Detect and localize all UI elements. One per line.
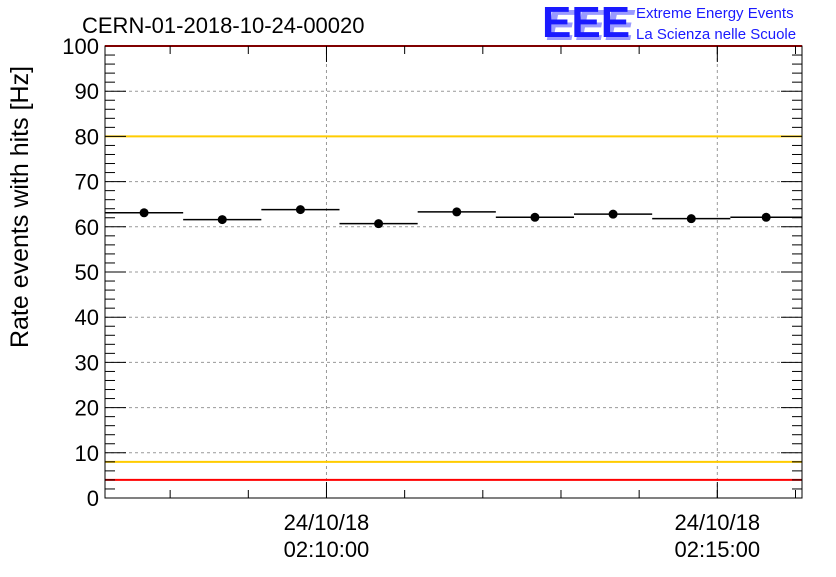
y-tick-label: 10	[75, 441, 99, 466]
data-point	[452, 207, 462, 217]
y-tick-label: 20	[75, 396, 99, 421]
plot-frame	[104, 45, 803, 499]
y-tick-label: 90	[75, 79, 99, 104]
y-tick-label: 70	[75, 170, 99, 195]
eee-logo: EEE EEE Extreme Energy Events La Scienza…	[542, 0, 796, 50]
data-point	[217, 215, 227, 225]
grid	[105, 46, 802, 498]
eee-logo-mark: EEE	[542, 0, 630, 47]
y-axis: 0 10 20 30 40 50 60 70 80 90 100	[62, 34, 802, 511]
y-tick-label: 50	[75, 260, 99, 285]
y-tick-label: 80	[75, 124, 99, 149]
y-tick-label: 30	[75, 350, 99, 375]
x-tick-date-label: 24/10/18	[284, 510, 370, 535]
y-tick-label: 100	[62, 34, 99, 59]
eee-logo-line2: La Scienza nelle Scuole	[636, 26, 796, 43]
data-point	[608, 209, 618, 219]
y-axis-label: Rate events with hits [Hz]	[6, 66, 34, 348]
data-point	[139, 208, 149, 218]
reference-lines	[105, 45, 802, 481]
data-point	[686, 214, 696, 224]
data-points	[105, 205, 802, 229]
eee-logo-shadow: EEE	[546, 1, 636, 50]
y-tick-label: 60	[75, 215, 99, 240]
data-point	[374, 219, 384, 229]
data-point	[761, 212, 771, 222]
y-tick-label: 0	[87, 486, 99, 511]
x-tick-date-label: 24/10/18	[674, 510, 760, 535]
x-tick-time-label: 02:15:00	[674, 537, 760, 562]
x-tick-time-label: 02:10:00	[284, 537, 370, 562]
chart-title: CERN-01-2018-10-24-00020	[82, 13, 365, 38]
data-point	[295, 205, 305, 215]
data-point	[530, 212, 540, 222]
eee-logo-line1: Extreme Energy Events	[636, 5, 794, 22]
y-tick-label: 40	[75, 305, 99, 330]
